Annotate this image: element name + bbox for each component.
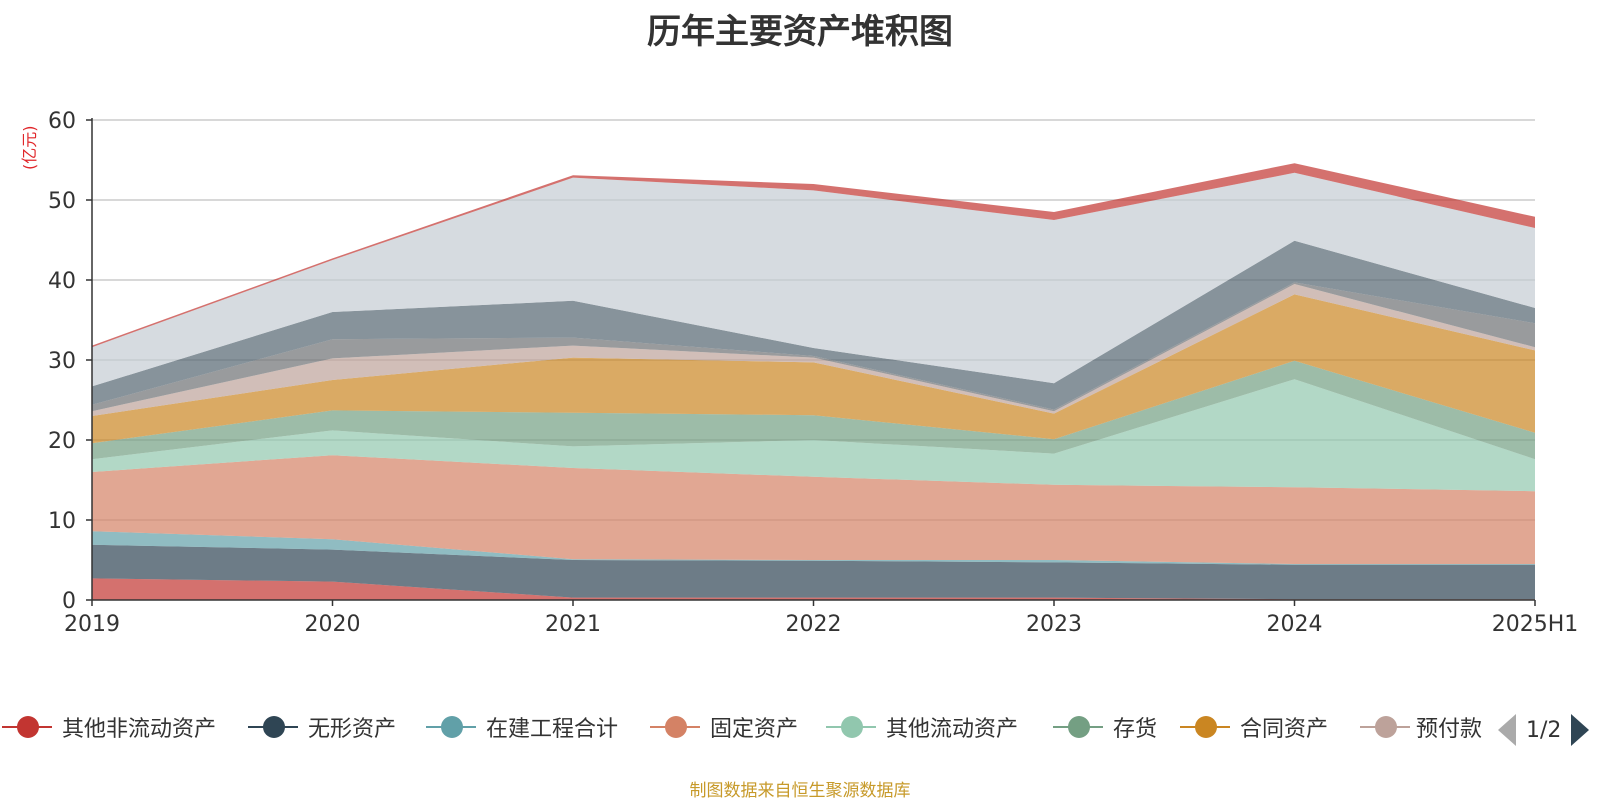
y-tick-label: 10 bbox=[48, 509, 76, 534]
chart-title: 历年主要资产堆积图 bbox=[647, 12, 953, 52]
legend-next-page-icon[interactable] bbox=[1571, 714, 1590, 746]
x-tick-label: 2021 bbox=[545, 612, 601, 637]
legend-marker-icon bbox=[1360, 705, 1410, 749]
legend-item[interactable]: 其他非流动资产 bbox=[2, 705, 216, 749]
area-series-5 bbox=[92, 360, 1535, 460]
y-tick-label: 60 bbox=[48, 109, 76, 134]
area-series-1 bbox=[92, 544, 1535, 600]
legend-item[interactable]: 合同资产 bbox=[1180, 705, 1328, 749]
legend-marker-icon bbox=[248, 705, 298, 749]
y-tick-label: 0 bbox=[62, 589, 76, 614]
legend: 其他非流动资产 无形资产 在建工程合计 固定资产 其他流动资产 存货 合同资产 预付款 bbox=[0, 705, 1600, 749]
x-tick-label: 2023 bbox=[1026, 612, 1082, 637]
legend-label: 合同资产 bbox=[1240, 717, 1329, 742]
legend-item[interactable]: 存货 bbox=[1053, 705, 1157, 749]
legend-item[interactable]: 固定资产 bbox=[650, 705, 798, 749]
legend-item[interactable]: 其他流动资产 bbox=[826, 705, 1018, 749]
legend-pager: 1/2 bbox=[1498, 714, 1590, 746]
legend-marker-icon bbox=[650, 705, 700, 749]
y-tick-label: 30 bbox=[48, 349, 76, 374]
legend-marker-icon bbox=[826, 705, 876, 749]
legend-label: 预付款 bbox=[1415, 717, 1482, 742]
x-tick-label: 2025H1 bbox=[1492, 612, 1579, 637]
area-series-0 bbox=[92, 578, 1535, 600]
legend-marker-icon bbox=[2, 705, 52, 749]
x-tick-label: 2019 bbox=[64, 612, 120, 637]
legend-marker-icon bbox=[1053, 705, 1103, 749]
legend-label: 其他流动资产 bbox=[886, 717, 1019, 742]
area-series-10 bbox=[92, 172, 1535, 387]
x-tick-label: 2022 bbox=[786, 612, 842, 637]
x-tick-label: 2020 bbox=[305, 612, 361, 637]
data-source-footer: 制图数据来自恒生聚源数据库 bbox=[689, 781, 911, 801]
area-series-4 bbox=[92, 379, 1535, 492]
y-tick-label: 50 bbox=[48, 189, 76, 214]
legend-item[interactable]: 无形资产 bbox=[248, 705, 396, 749]
y-tick-label: 40 bbox=[48, 269, 76, 294]
legend-marker-icon bbox=[426, 705, 476, 749]
x-tick-label: 2024 bbox=[1267, 612, 1323, 637]
legend-page-indicator: 1/2 bbox=[1526, 717, 1562, 743]
y-tick-label: 20 bbox=[48, 429, 76, 454]
legend-label: 其他非流动资产 bbox=[62, 717, 217, 742]
area-series-3 bbox=[92, 455, 1535, 564]
area-series bbox=[92, 163, 1535, 600]
area-series-8 bbox=[92, 282, 1535, 412]
legend-item[interactable]: 在建工程合计 bbox=[426, 705, 618, 749]
legend-label: 存货 bbox=[1113, 717, 1158, 742]
area-series-6 bbox=[92, 294, 1535, 444]
legend-item[interactable]: 预付款 bbox=[1360, 705, 1482, 749]
legend-label: 固定资产 bbox=[710, 717, 799, 742]
legend-marker-icon bbox=[1180, 705, 1230, 749]
legend-prev-page-icon[interactable] bbox=[1498, 714, 1516, 746]
area-series-2 bbox=[92, 531, 1535, 565]
legend-label: 在建工程合计 bbox=[486, 717, 619, 742]
area-series-9 bbox=[92, 240, 1535, 410]
axes: 0 10 20 30 40 50 60 2019 2020 2021 2022 2023 2024 202… bbox=[48, 109, 1578, 637]
legend-label: 无形资产 bbox=[308, 717, 397, 742]
